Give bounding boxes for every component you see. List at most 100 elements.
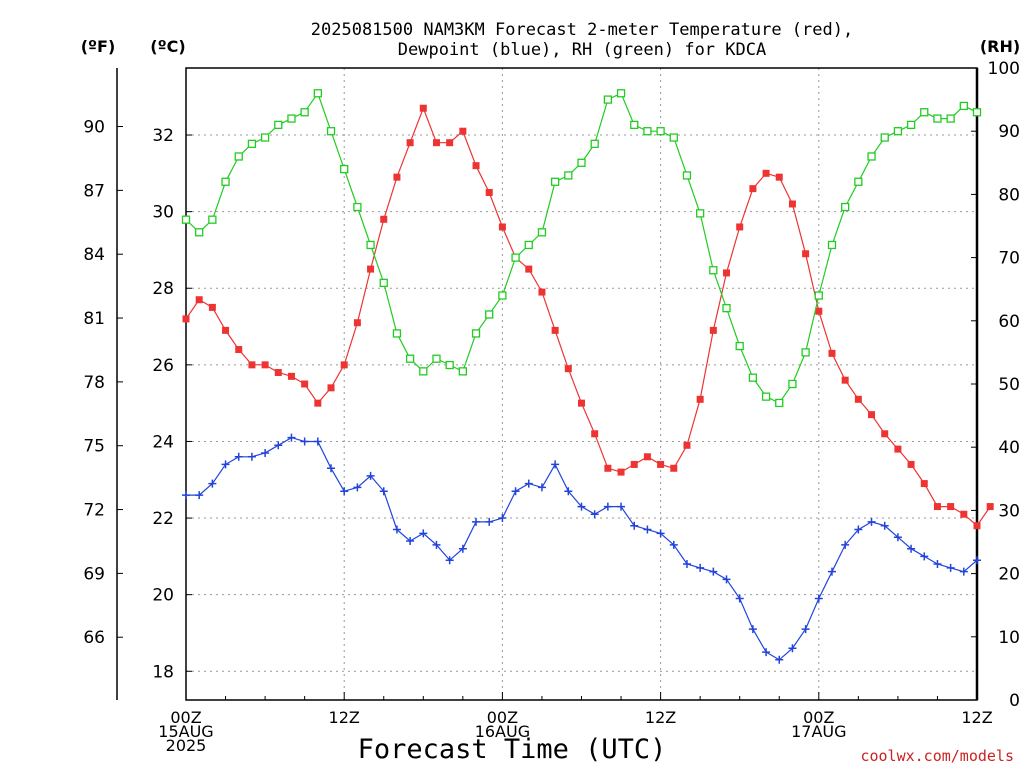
unit-label-celsius: (ºC) [150,37,185,56]
dewpoint-point [208,479,217,488]
temperature-point [353,319,361,327]
dewpoint-point [907,544,916,553]
temperature-point [235,346,243,354]
dewpoint-point [880,521,889,530]
x-tick-label: 00Z [803,708,834,727]
temperature-point [525,265,533,273]
series-layer [181,89,994,664]
rh-point [326,127,336,136]
dewpoint-point [775,655,784,664]
x-tick-label: 12Z [961,708,992,727]
temperature-point [380,215,388,223]
dewpoint-point [590,510,599,519]
rh-point [893,127,903,136]
series-line-dewpoint [186,436,978,661]
x-tick-label: 00Z [170,708,201,727]
temperature-point [709,326,717,334]
rh-point [445,360,454,370]
rh-point [511,253,520,262]
dewpoint-point [182,491,190,500]
dewpoint-point [682,560,691,569]
temperature-point [868,411,876,419]
temperature-point [578,399,585,407]
unit-label-fahrenheit: (ºF) [81,37,116,56]
dewpoint-point [524,479,533,488]
dewpoint-point [630,521,639,530]
rh-point [722,304,731,313]
rh-tick-label: 90 [998,122,1020,142]
dewpoint-point [313,437,322,446]
dewpoint-point [379,487,388,496]
x-tick-label: 15AUG [158,722,213,741]
rh-point [841,202,850,212]
dewpoint-point [498,514,507,523]
temperature-point [762,169,770,177]
temperature-point [788,200,796,208]
fahrenheit-tick-label: 75 [83,437,105,457]
dewpoint-point [261,448,270,457]
dewpoint-point [511,487,520,496]
x-tick-label: 12Z [645,708,676,727]
dewpoint-point [577,502,586,511]
temperature-point [274,369,282,377]
temperature-point [986,503,994,511]
dewpoint-point [221,460,230,469]
dewpoint-point [748,625,757,634]
rh-tick-label: 40 [998,438,1020,458]
temperature-point [604,464,612,472]
temperature-point [261,361,269,369]
rh-point [696,209,705,218]
dewpoint-point [841,540,850,549]
temperature-point [920,480,928,488]
celsius-tick-label: 20 [152,586,174,606]
dewpoint-point [709,567,718,576]
rh-tick-label: 80 [998,185,1020,205]
dewpoint-point [669,540,678,549]
dewpoint-point [564,487,573,496]
rh-point [748,373,758,382]
dewpoint-point [432,540,441,549]
temperature-point [287,372,295,380]
rh-point [959,101,968,111]
celsius-tick-label: 24 [152,432,174,452]
rh-point [550,177,560,186]
rh-point [972,108,982,117]
x-tick-label: 16AUG [475,722,530,741]
rh-point [234,152,243,161]
chart-title-line-1: 2025081500 NAM3KM Forecast 2-meter Tempe… [311,20,853,40]
rh-point [287,114,296,123]
dewpoint-point [867,517,876,526]
dewpoint-point [933,560,942,569]
dewpoint-point [234,452,243,461]
temperature-point [406,139,414,147]
temperature-point [802,250,810,258]
x-tick-label: 12Z [329,708,360,727]
rh-point [801,348,810,357]
rh-point [603,95,613,104]
rh-tick-label: 20 [998,565,1020,585]
dewpoint-point [959,567,968,576]
temperature-point [472,162,480,170]
temperature-point [340,361,348,369]
fahrenheit-tick-label: 87 [83,181,105,201]
celsius-tick-label: 26 [152,356,174,376]
temperature-point [208,303,216,311]
dewpoint-point [788,644,797,653]
temperature-point [828,349,836,357]
rh-point [946,114,955,123]
rh-point [920,108,929,117]
rh-point [221,177,230,186]
rh-tick-label: 0 [1009,691,1020,711]
rh-point [458,367,468,376]
dewpoint-point [603,502,612,511]
rh-point [827,240,837,250]
rh-point [906,120,916,130]
dewpoint-point [893,533,902,542]
rh-point [300,108,309,117]
dewpoint-point [287,433,296,442]
rh-point [392,329,402,338]
temperature-point [723,269,731,277]
temperature-point [670,464,678,472]
unit-label-rh: (RH) [980,37,1020,56]
rh-point [788,379,797,389]
